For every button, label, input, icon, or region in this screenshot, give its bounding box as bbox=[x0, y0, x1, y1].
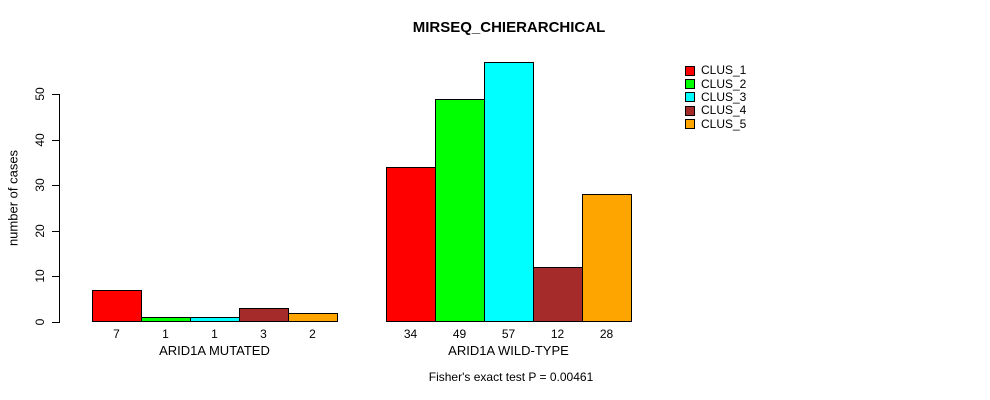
y-tick-label-10: 10 bbox=[33, 269, 47, 283]
legend-swatch-clus-2 bbox=[685, 79, 695, 90]
y-tick-label-50: 50 bbox=[33, 87, 47, 101]
legend-swatch-clus-1 bbox=[685, 65, 695, 76]
bar-value-label-arid1a-wild-type-clus-5: 28 bbox=[599, 327, 614, 341]
y-tick-20 bbox=[52, 231, 59, 232]
bar-arid1a-mutated-clus-2 bbox=[141, 317, 191, 322]
y-tick-label-30: 30 bbox=[33, 178, 47, 192]
legend-item-clus-4: CLUS_4 bbox=[685, 104, 746, 117]
category-label-arid1a-mutated: ARID1A MUTATED bbox=[159, 343, 270, 358]
bar-arid1a-wild-type-clus-2 bbox=[435, 99, 485, 322]
legend-item-clus-2: CLUS_2 bbox=[685, 77, 746, 90]
legend-swatch-clus-5 bbox=[685, 119, 695, 130]
bar-value-label-arid1a-wild-type-clus-2: 49 bbox=[452, 327, 467, 341]
y-tick-label-40: 40 bbox=[33, 133, 47, 147]
legend-label-clus-1: CLUS_1 bbox=[701, 63, 747, 78]
bar-value-label-arid1a-mutated-clus-2: 1 bbox=[162, 327, 169, 341]
bar-arid1a-wild-type-clus-5 bbox=[582, 194, 632, 322]
legend-label-clus-3: CLUS_3 bbox=[701, 89, 747, 104]
bar-value-label-arid1a-wild-type-clus-1: 34 bbox=[403, 327, 418, 341]
legend-label-clus-4: CLUS_4 bbox=[701, 103, 747, 118]
legend: CLUS_1 CLUS_2 CLUS_3 CLUS_4 CLUS_5 bbox=[685, 64, 746, 131]
legend-item-clus-1: CLUS_1 bbox=[685, 64, 746, 77]
category-label-arid1a-wild-type: ARID1A WILD-TYPE bbox=[448, 343, 569, 358]
legend-label-clus-2: CLUS_2 bbox=[701, 76, 747, 91]
bar-value-label-arid1a-mutated-clus-4: 3 bbox=[260, 327, 267, 341]
y-axis-label: number of cases bbox=[5, 149, 21, 247]
bar-arid1a-mutated-clus-3 bbox=[190, 317, 240, 322]
y-axis-line bbox=[59, 94, 60, 323]
bar-value-label-arid1a-mutated-clus-5: 2 bbox=[309, 327, 316, 341]
legend-label-clus-5: CLUS_5 bbox=[701, 116, 747, 131]
y-tick-10 bbox=[52, 276, 59, 277]
bar-value-label-arid1a-mutated-clus-1: 7 bbox=[113, 327, 120, 341]
bar-value-label-arid1a-mutated-clus-3: 1 bbox=[211, 327, 218, 341]
y-tick-30 bbox=[52, 185, 59, 186]
bar-value-label-arid1a-wild-type-clus-4: 12 bbox=[550, 327, 565, 341]
bar-arid1a-mutated-clus-1 bbox=[92, 290, 142, 322]
bar-arid1a-wild-type-clus-3 bbox=[484, 62, 534, 322]
bar-arid1a-mutated-clus-5 bbox=[288, 313, 338, 322]
legend-swatch-clus-4 bbox=[685, 105, 695, 116]
y-tick-0 bbox=[52, 322, 59, 323]
bar-arid1a-wild-type-clus-4 bbox=[533, 267, 583, 322]
bar-value-label-arid1a-wild-type-clus-3: 57 bbox=[501, 327, 516, 341]
bar-arid1a-wild-type-clus-1 bbox=[386, 167, 436, 322]
bar-arid1a-mutated-clus-4 bbox=[239, 308, 289, 322]
y-tick-50 bbox=[52, 94, 59, 95]
legend-item-clus-3: CLUS_3 bbox=[685, 89, 747, 104]
y-tick-label-0: 0 bbox=[33, 318, 47, 326]
caption: Fisher's exact test P = 0.00461 bbox=[428, 370, 594, 384]
chart-title: MIRSEQ_CHIERARCHICAL bbox=[412, 19, 606, 36]
y-tick-label-20: 20 bbox=[33, 224, 47, 238]
y-tick-40 bbox=[52, 140, 59, 141]
legend-item-clus-5: CLUS_5 bbox=[685, 116, 747, 131]
legend-swatch-clus-3 bbox=[685, 92, 695, 103]
